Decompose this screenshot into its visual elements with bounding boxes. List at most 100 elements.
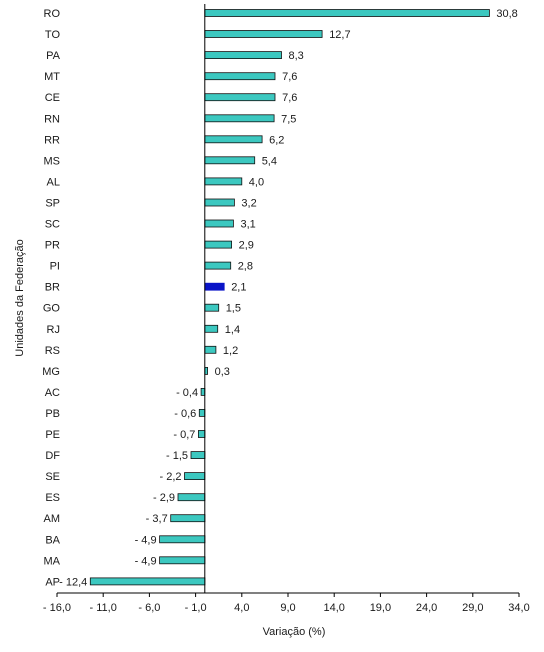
value-label-rn: 7,5: [281, 113, 296, 125]
value-label-se: - 2,2: [159, 471, 181, 483]
bar-rs: [204, 345, 217, 354]
bar-go: [204, 303, 220, 312]
bar-am: [170, 514, 206, 523]
value-label-to: 12,7: [329, 29, 350, 41]
x-tick-label: 14,0: [323, 602, 344, 614]
value-label-rr: 6,2: [269, 134, 284, 146]
value-label-ac: - 0,4: [176, 387, 198, 399]
value-label-al: 4,0: [249, 176, 264, 188]
category-label-br: BR: [45, 282, 60, 294]
category-label-rs: RS: [45, 345, 60, 357]
x-tick-label: - 16,0: [43, 602, 71, 614]
value-label-ba: - 4,9: [135, 534, 157, 546]
category-label-ba: BA: [45, 534, 60, 546]
value-label-ap: - 12,4: [59, 576, 87, 588]
category-label-se: SE: [45, 471, 60, 483]
x-tick-label: - 11,0: [90, 602, 117, 614]
category-label-mt: MT: [44, 71, 60, 83]
category-label-go: GO: [43, 303, 61, 315]
category-label-ce: CE: [45, 92, 60, 104]
x-tick-label: 34,0: [508, 602, 529, 614]
x-tick-label: - 6,0: [138, 602, 160, 614]
bar-pr: [204, 240, 233, 249]
x-tick-label: 24,0: [416, 602, 437, 614]
value-label-ro: 30,8: [496, 8, 517, 20]
x-tick-label: 29,0: [462, 602, 483, 614]
value-label-df: - 1,5: [166, 450, 188, 462]
bar-pi: [204, 261, 232, 270]
axis-layer: [56, 4, 520, 597]
bar-se: [184, 472, 206, 481]
value-label-mt: 7,6: [282, 71, 297, 83]
value-label-pb: - 0,6: [174, 408, 196, 420]
bar-es: [177, 493, 206, 502]
bar-rn: [204, 114, 275, 123]
value-label-rs: 1,2: [223, 345, 238, 357]
category-label-mg: MG: [42, 366, 60, 378]
bar-pa: [204, 51, 282, 59]
bar-sc: [204, 219, 234, 228]
bar-pe: [197, 430, 206, 438]
x-tick-label: 4,0: [234, 602, 249, 614]
value-label-am: - 3,7: [146, 513, 168, 525]
category-label-rn: RN: [44, 113, 60, 125]
value-label-go: 1,5: [226, 303, 241, 315]
bar-br: [204, 282, 225, 291]
bar-mt: [204, 72, 276, 81]
value-label-pe: - 0,7: [173, 429, 195, 441]
value-label-ms: 5,4: [262, 155, 277, 167]
category-label-ro: RO: [44, 8, 61, 20]
bar-to: [204, 30, 323, 38]
category-label-pb: PB: [45, 408, 60, 420]
category-label-rr: RR: [44, 134, 60, 146]
bar-ma: [159, 556, 206, 565]
bar-ce: [204, 93, 276, 102]
category-label-pe: PE: [45, 429, 60, 441]
value-label-br: 2,1: [231, 282, 246, 294]
category-label-ap: AP: [45, 576, 60, 588]
x-tick-label: 19,0: [370, 602, 391, 614]
bar-ro: [204, 9, 490, 17]
bar-ba: [159, 535, 206, 544]
value-label-pr: 2,9: [239, 240, 254, 252]
x-axis-title: Variação (%): [263, 626, 326, 638]
x-tick-label: 9,0: [280, 602, 295, 614]
bar-sp: [204, 198, 235, 207]
category-label-am: AM: [44, 513, 61, 525]
category-label-es: ES: [45, 492, 60, 504]
bar-ms: [204, 156, 256, 165]
bar-df: [190, 451, 206, 460]
category-label-pi: PI: [50, 261, 60, 273]
category-label-sc: SC: [45, 219, 60, 231]
value-label-rj: 1,4: [225, 324, 240, 336]
category-label-pr: PR: [45, 240, 60, 252]
category-label-ma: MA: [44, 555, 61, 567]
category-label-sp: SP: [45, 198, 60, 210]
value-label-sp: 3,2: [241, 198, 256, 210]
category-label-rj: RJ: [47, 324, 60, 336]
bar-ap: [89, 577, 206, 586]
value-label-pi: 2,8: [238, 261, 253, 273]
bar-pb: [198, 408, 206, 417]
category-label-ac: AC: [45, 387, 60, 399]
y-axis-title: Unidades da Federação: [14, 239, 26, 356]
category-label-pa: PA: [46, 50, 61, 62]
bar-rr: [204, 135, 263, 144]
value-label-ma: - 4,9: [135, 555, 157, 567]
value-label-mg: 0,3: [215, 366, 230, 378]
bar-rj: [204, 324, 219, 333]
category-label-ms: MS: [44, 155, 61, 167]
category-label-to: TO: [45, 29, 61, 41]
labels-layer: RO 30,8 TO 12,7 PA 8,3 MT 7,6 CE 7,6 RN 7,5 RR 6,2 MS 5…: [42, 8, 529, 614]
bars-layer: [89, 9, 490, 586]
value-label-ce: 7,6: [282, 92, 297, 104]
value-label-sc: 3,1: [241, 219, 256, 231]
value-label-pa: 8,3: [289, 50, 304, 62]
bar-ac: [200, 387, 206, 396]
x-tick-label: - 1,0: [185, 602, 207, 614]
category-label-al: AL: [47, 176, 60, 188]
value-label-es: - 2,9: [153, 492, 175, 504]
category-label-df: DF: [45, 450, 60, 462]
bar-al: [204, 177, 243, 186]
